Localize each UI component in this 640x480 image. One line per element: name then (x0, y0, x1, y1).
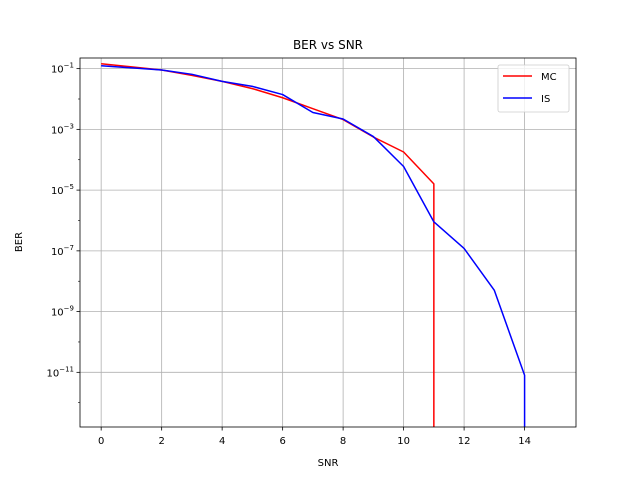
x-tick-label: 2 (158, 436, 164, 447)
series-line-is (101, 64, 526, 427)
legend-box (497, 64, 570, 113)
series-lines (101, 62, 526, 427)
legend-label-is: IS (541, 94, 550, 105)
chart-title: BER vs SNR (293, 38, 363, 52)
y-tick-label: 10−5 (51, 183, 74, 197)
x-tick-label: 8 (340, 436, 346, 447)
x-tick-label: 12 (458, 436, 471, 447)
x-tick-label: 10 (397, 436, 410, 447)
y-tick-label: 10−7 (51, 244, 74, 258)
plot-frame (79, 57, 577, 428)
x-tick-label: 6 (279, 436, 285, 447)
x-tick-label: 4 (219, 436, 225, 447)
legend-label-mc: MC (541, 72, 557, 83)
y-tick-label: 10−1 (51, 62, 74, 76)
x-tick-label: 0 (98, 436, 104, 447)
x-axis-title: SNR (318, 458, 339, 469)
y-tick-label: 10−3 (51, 122, 74, 136)
legend: MC IS (497, 64, 570, 113)
x-tick-label: 14 (518, 436, 531, 447)
y-tick-label: 10−9 (51, 305, 74, 319)
y-axis-title: BER (14, 232, 25, 252)
y-tick-label: 10−11 (46, 365, 74, 379)
grid (80, 58, 576, 427)
ticks: 0 2 4 6 8 10 12 14 10−11 10−9 10−7 10−5 10−3 10−1 (46, 62, 530, 447)
